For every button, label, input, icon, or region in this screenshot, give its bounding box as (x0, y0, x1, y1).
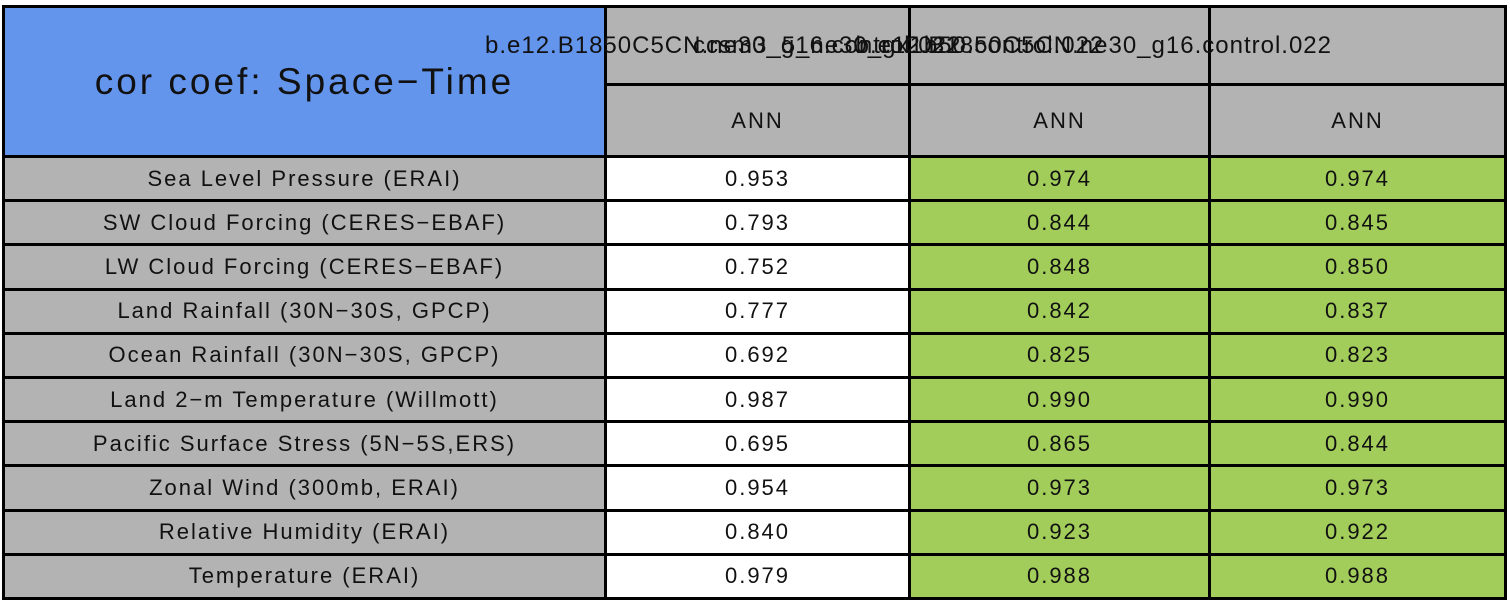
value-cell: 0.844 (911, 202, 1211, 244)
value-cell: 0.842 (911, 290, 1211, 332)
season-header-ann-3: ANN (1211, 83, 1504, 155)
row-label: Sea Level Pressure (ERAI) (5, 158, 607, 200)
value-cell: 0.825 (911, 334, 1211, 377)
row-label: Land 2−m Temperature (Willmott) (5, 379, 607, 421)
value-cell: 0.848 (911, 246, 1211, 288)
value-cell: 0.922 (1211, 511, 1504, 553)
table-row: Pacific Surface Stress (5N−5S,ERS) 0.695… (5, 420, 1504, 465)
case-name-run1: b.e12.B1850C5CN.ne30_g16.control.022 (485, 32, 962, 59)
case-names-row (607, 8, 1504, 83)
value-cell: 0.865 (911, 423, 1211, 465)
season-header-row: ANN ANN ANN (607, 83, 1504, 155)
value-cell: 0.974 (1211, 158, 1504, 200)
table-row: SW Cloud Forcing (CERES−EBAF) 0.793 0.84… (5, 199, 1504, 244)
value-cell: 0.777 (607, 290, 911, 332)
table-body: Sea Level Pressure (ERAI) 0.953 0.974 0.… (5, 155, 1504, 598)
value-cell: 0.845 (1211, 202, 1504, 244)
season-header-ann-2: ANN (911, 83, 1211, 155)
value-cell: 0.837 (1211, 290, 1504, 332)
table-row: Temperature (ERAI) 0.979 0.988 0.988 (5, 552, 1504, 598)
value-cell: 0.973 (1211, 467, 1504, 509)
row-label: Temperature (ERAI) (5, 555, 607, 598)
case-name-cell-2 (911, 8, 1211, 83)
value-cell: 0.840 (607, 511, 911, 553)
table-row: Zonal Wind (300mb, ERAI) 0.954 0.973 0.9… (5, 464, 1504, 509)
table-row: Ocean Rainfall (30N−30S, GPCP) 0.692 0.8… (5, 331, 1504, 377)
value-cell: 0.752 (607, 246, 911, 288)
row-label: Relative Humidity (ERAI) (5, 511, 607, 553)
value-cell: 0.823 (1211, 334, 1504, 377)
value-cell: 0.990 (911, 379, 1211, 421)
page-title: cor coef: Space−Time (94, 60, 515, 102)
value-cell: 0.990 (1211, 379, 1504, 421)
metrics-table: cor coef: Space−Time ANN ANN ANN b.e12.B… (2, 5, 1507, 600)
case-name-run3: b.e12.B1850C5CN.ne30_g16.control.022 (855, 32, 1332, 59)
header-right: ANN ANN ANN (607, 8, 1504, 155)
title-box: cor coef: Space−Time (5, 8, 607, 155)
row-label: Ocean Rainfall (30N−30S, GPCP) (5, 334, 607, 377)
row-label: Zonal Wind (300mb, ERAI) (5, 467, 607, 509)
season-header-ann-1: ANN (607, 83, 911, 155)
value-cell: 0.692 (607, 334, 911, 377)
value-cell: 0.850 (1211, 246, 1504, 288)
value-cell: 0.954 (607, 467, 911, 509)
row-label: LW Cloud Forcing (CERES−EBAF) (5, 246, 607, 288)
value-cell: 0.987 (607, 379, 911, 421)
table-row: Land 2−m Temperature (Willmott) 0.987 0.… (5, 376, 1504, 421)
row-label: SW Cloud Forcing (CERES−EBAF) (5, 202, 607, 244)
table-row: Land Rainfall (30N−30S, GPCP) 0.777 0.84… (5, 287, 1504, 332)
value-cell: 0.695 (607, 423, 911, 465)
case-name-run2: ccsm3_5_ne30_gx1b50.control.022 (693, 32, 1105, 59)
value-cell: 0.793 (607, 202, 911, 244)
value-cell: 0.923 (911, 511, 1211, 553)
value-cell: 0.988 (1211, 555, 1504, 598)
table-row: Sea Level Pressure (ERAI) 0.953 0.974 0.… (5, 155, 1504, 200)
value-cell: 0.979 (607, 555, 911, 598)
value-cell: 0.974 (911, 158, 1211, 200)
value-cell: 0.844 (1211, 423, 1504, 465)
case-name-cell-1 (607, 8, 911, 83)
row-label: Land Rainfall (30N−30S, GPCP) (5, 290, 607, 332)
value-cell: 0.988 (911, 555, 1211, 598)
table-header: cor coef: Space−Time ANN ANN ANN (5, 8, 1504, 155)
table-row: LW Cloud Forcing (CERES−EBAF) 0.752 0.84… (5, 243, 1504, 288)
row-label: Pacific Surface Stress (5N−5S,ERS) (5, 423, 607, 465)
table-row: Relative Humidity (ERAI) 0.840 0.923 0.9… (5, 508, 1504, 553)
value-cell: 0.973 (911, 467, 1211, 509)
value-cell: 0.953 (607, 158, 911, 200)
